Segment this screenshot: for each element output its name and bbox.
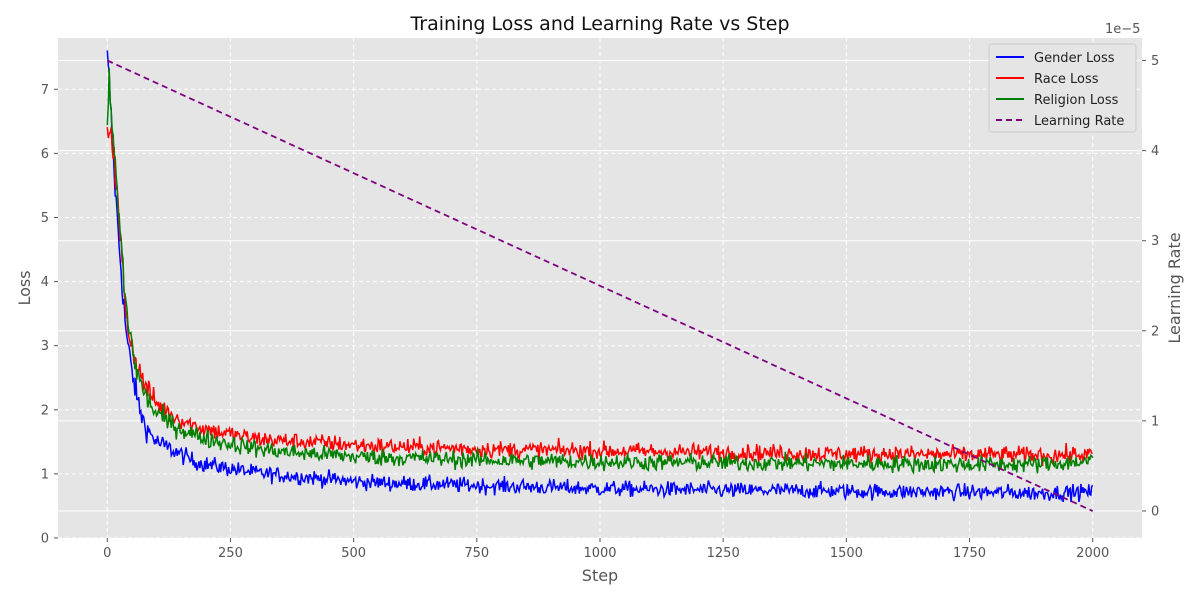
y2-tick-label: 0 [1151,504,1159,519]
y2-offset-text: 1e−5 [1105,22,1140,37]
x-tick-label: 2000 [1076,546,1109,561]
y-tick-label: 6 [41,147,49,162]
x-tick-label: 1500 [830,546,863,561]
x-axis-label: Step [582,566,618,585]
x-tick-label: 1750 [953,546,986,561]
x-tick-label: 0 [103,546,111,561]
y2-tick-label: 5 [1151,54,1159,69]
y-axis-label: Loss [15,270,34,305]
legend: Gender Loss Race Loss Religion Loss Lear… [988,43,1137,133]
x-tick-label: 500 [341,546,366,561]
y-tick-label: 1 [41,467,49,482]
series-line-religion-loss [106,67,1094,476]
series-line-learning-rate [106,59,1094,512]
x-tick-label: 250 [218,546,243,561]
y2-tick-label: 4 [1151,144,1159,159]
series-layer [106,50,1094,512]
x-tick-label: 1000 [583,546,616,561]
y2-tick-label: 2 [1151,324,1159,339]
y-tick-label: 2 [41,403,49,418]
series-line-race-loss [106,127,1093,467]
y-tick-label: 5 [41,211,49,226]
legend-item-religion-loss: Religion Loss [996,93,1119,108]
series-line-gender-loss [106,50,1094,503]
legend-item-race-loss: Race Loss [996,72,1099,87]
x-tick-label: 1250 [707,546,740,561]
legend-label-learning-rate: Learning Rate [1034,114,1124,129]
y2-tick-label: 1 [1151,414,1159,429]
chart-title: Training Loss and Learning Rate vs Step [409,13,789,35]
y2-axis-label: Learning Rate [1165,232,1184,343]
y-tick-label: 3 [41,339,49,354]
y-tick-label: 7 [41,83,49,98]
legend-item-learning-rate: Learning Rate [996,114,1124,129]
legend-label-religion-loss: Religion Loss [1034,93,1119,108]
legend-item-gender-loss: Gender Loss [996,51,1115,66]
legend-label-gender-loss: Gender Loss [1034,51,1115,66]
ticks: 0 250 500 750 1000 1250 1500 1750 2000 0 1 2 3 4 5 6 7 0 1… [41,54,1160,561]
legend-box [988,43,1137,133]
y2-tick-label: 3 [1151,234,1159,249]
legend-label-race-loss: Race Loss [1034,72,1099,87]
x-tick-label: 750 [464,546,489,561]
y-tick-label: 0 [41,532,49,547]
y-tick-label: 4 [41,275,49,290]
